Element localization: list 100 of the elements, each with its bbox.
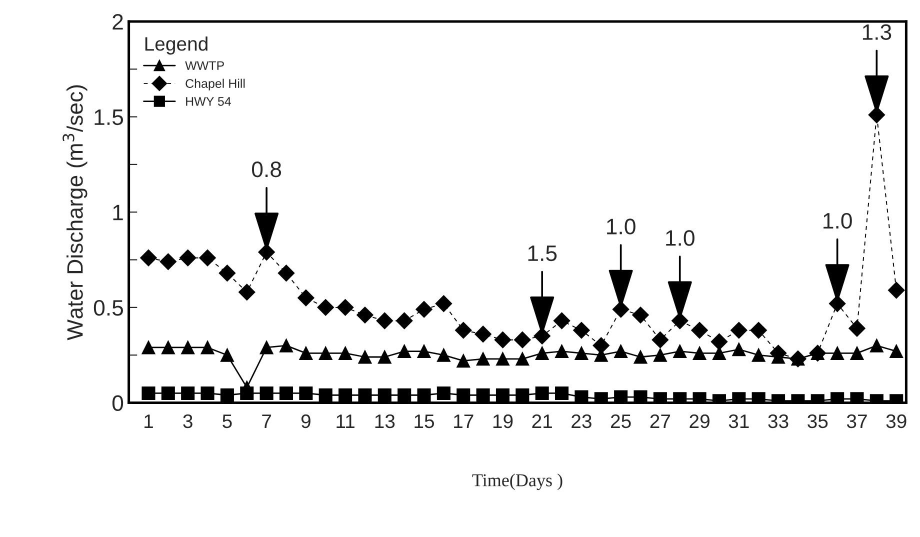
point xyxy=(142,386,156,400)
point xyxy=(870,338,884,352)
point xyxy=(416,300,432,318)
point xyxy=(671,312,688,330)
point xyxy=(161,340,175,354)
point xyxy=(240,386,254,400)
x-tick-label: 11 xyxy=(336,414,354,428)
point xyxy=(516,352,530,366)
point xyxy=(494,331,512,348)
point xyxy=(220,348,234,362)
point xyxy=(398,344,412,358)
point xyxy=(555,386,569,400)
point xyxy=(456,388,470,402)
point xyxy=(378,350,392,364)
point xyxy=(140,249,157,266)
point xyxy=(496,388,510,402)
annotation: 1.5 xyxy=(528,246,557,262)
point xyxy=(160,253,177,270)
point xyxy=(435,295,452,312)
y-tick-label: 2 xyxy=(112,14,123,30)
point xyxy=(673,344,687,358)
point xyxy=(516,388,530,402)
point xyxy=(888,282,905,299)
x-tick-label: 17 xyxy=(454,414,474,428)
point xyxy=(535,386,549,400)
annotation: 1.0 xyxy=(824,212,852,229)
point xyxy=(338,346,352,360)
x-tick-label: 33 xyxy=(768,414,788,428)
point xyxy=(612,300,630,318)
x-tick-label: 9 xyxy=(301,414,310,428)
point xyxy=(868,106,886,124)
point xyxy=(181,340,195,354)
y-tick-label: 0.5 xyxy=(94,300,124,316)
legend-label: Chapel Hill xyxy=(186,78,245,90)
point xyxy=(476,352,490,366)
point xyxy=(398,388,412,402)
point xyxy=(476,388,490,402)
point xyxy=(238,284,256,301)
point xyxy=(378,388,392,402)
x-tick-label: 27 xyxy=(650,414,670,428)
x-tick-label: 25 xyxy=(610,414,631,428)
point xyxy=(652,331,669,348)
point xyxy=(456,354,470,368)
point xyxy=(850,346,864,360)
x-tick-label: 29 xyxy=(690,414,710,428)
annotation: 1.0 xyxy=(607,218,636,234)
point xyxy=(279,338,294,352)
x-tick-label: 23 xyxy=(572,414,592,428)
point xyxy=(890,344,904,358)
point xyxy=(496,352,510,366)
point xyxy=(614,344,628,358)
point xyxy=(632,306,649,324)
point xyxy=(634,350,648,364)
point xyxy=(318,388,332,402)
point xyxy=(298,290,314,306)
point xyxy=(220,388,234,402)
point xyxy=(356,306,374,324)
x-tick-label: 1 xyxy=(144,414,153,428)
y-axis-title: Water Discharge (m$^{3}$/sec) xyxy=(62,85,88,340)
annotation: 1.0 xyxy=(666,230,694,246)
x-tick-label: 21 xyxy=(532,414,552,428)
point xyxy=(436,386,450,400)
point xyxy=(199,249,216,266)
point xyxy=(358,350,372,364)
point xyxy=(317,299,334,316)
x-axis-title: Time(Days ) xyxy=(472,474,562,490)
legend-title: Legend xyxy=(145,36,208,55)
point xyxy=(455,322,472,339)
point xyxy=(750,322,767,339)
x-tick-label: 37 xyxy=(846,414,867,428)
y-tick-label: 1.5 xyxy=(94,110,124,126)
point xyxy=(474,326,492,342)
point xyxy=(514,331,531,348)
point xyxy=(634,390,648,403)
x-tick-label: 5 xyxy=(222,414,232,428)
point xyxy=(553,312,570,330)
point xyxy=(179,249,196,266)
point xyxy=(730,322,748,339)
x-tick-label: 39 xyxy=(886,414,906,428)
x-tick-label: 15 xyxy=(414,414,434,428)
point xyxy=(534,328,550,344)
point xyxy=(218,264,236,282)
point xyxy=(732,342,746,356)
point xyxy=(200,340,214,354)
y-tick-label: 0 xyxy=(112,395,124,412)
point xyxy=(417,388,431,402)
point xyxy=(278,264,295,282)
point xyxy=(376,312,394,330)
annotation: 1.3 xyxy=(862,24,892,40)
point xyxy=(358,388,372,402)
point xyxy=(260,386,274,400)
point xyxy=(653,348,667,362)
point xyxy=(592,337,610,354)
point xyxy=(318,346,332,360)
legend-label: WWTP xyxy=(185,61,224,70)
point xyxy=(691,322,708,339)
point xyxy=(142,340,156,354)
point xyxy=(161,386,175,400)
x-tick-label: 19 xyxy=(493,414,513,428)
point xyxy=(299,386,313,400)
